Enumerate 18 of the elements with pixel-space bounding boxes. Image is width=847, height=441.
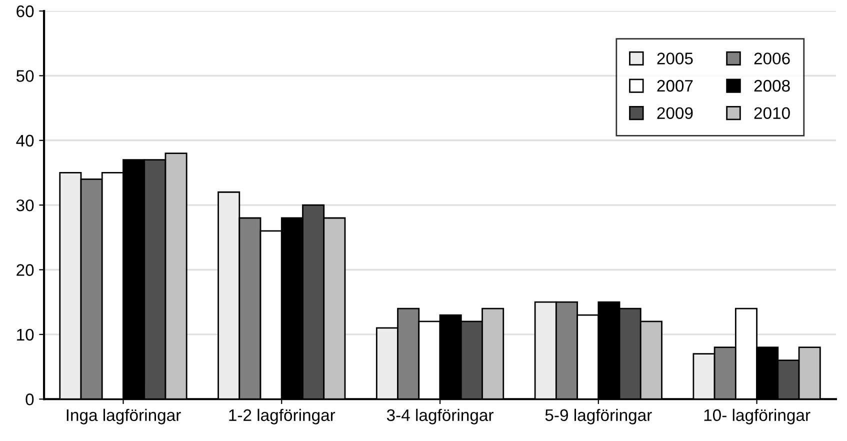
y-tick-label: 30 — [16, 199, 34, 212]
y-tick-label: 60 — [16, 5, 34, 18]
x-tick-label: 5-9 lagföringar — [545, 408, 652, 424]
y-tick-label: 0 — [26, 394, 34, 406]
y-tick-label: 50 — [16, 70, 34, 82]
legend-label: 2008 — [754, 80, 790, 92]
x-tick-label: Inga lagföringar — [66, 408, 181, 424]
y-tick-label: 40 — [16, 134, 34, 147]
legend-label: 2009 — [657, 107, 693, 120]
x-tick-label: 10- lagföringar — [704, 408, 810, 424]
x-tick-label: 1-2 lagföringar — [229, 408, 336, 424]
legend-label: 2005 — [657, 52, 693, 64]
legend-label: 2007 — [657, 80, 693, 92]
y-tick-label: 10 — [17, 328, 34, 341]
y-tick-label: 20 — [16, 264, 34, 276]
x-tick-label: 3-4 lagföringar — [386, 408, 494, 424]
legend-label: 2006 — [754, 52, 790, 64]
legend-label: 2010 — [754, 107, 790, 120]
